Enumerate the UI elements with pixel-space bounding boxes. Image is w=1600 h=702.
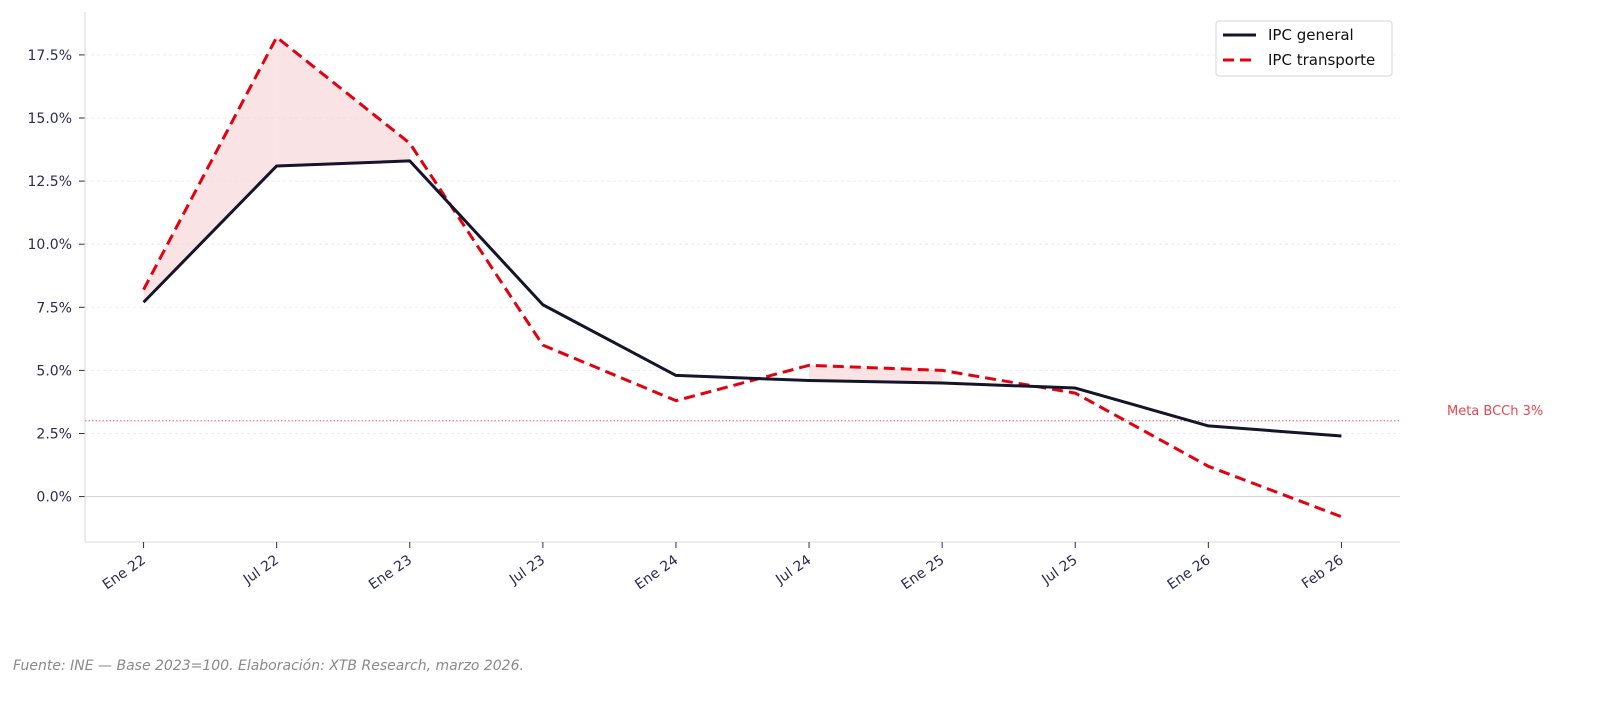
x-tick-label: Ene 26 [1165, 552, 1214, 593]
x-tick-label: Ene 22 [100, 552, 149, 593]
y-tick-label: 15.0% [28, 111, 72, 127]
series-line-ipc-general [142, 159, 1342, 438]
x-tick-label: Ene 23 [366, 552, 415, 593]
legend-label: IPC transporte [1268, 51, 1375, 69]
x-tick-label: Ene 24 [632, 552, 681, 593]
y-tick-label: 0.0% [36, 490, 72, 506]
y-tick-label: 2.5% [36, 426, 72, 442]
reference-line-label: Meta BCCh 3% [1447, 404, 1543, 419]
y-tick-label: 5.0% [36, 363, 72, 379]
fill-between-area [276, 37, 410, 166]
x-tick-label: Feb 26 [1299, 552, 1347, 592]
x-tick-label: Jul 23 [506, 552, 548, 588]
y-tick-label: 10.0% [28, 237, 72, 253]
y-tick-label: 12.5% [28, 174, 72, 190]
x-tick-label: Jul 22 [240, 552, 282, 588]
x-tick-label: Jul 25 [1038, 552, 1080, 588]
x-tick-label: Jul 24 [772, 552, 814, 588]
x-tick-label: Ene 25 [898, 552, 947, 593]
legend-box [1215, 20, 1393, 77]
y-tick-label: 17.5% [28, 48, 72, 64]
footnote: Fuente: INE — Base 2023=100. Elaboración… [13, 658, 524, 674]
legend-label: IPC general [1268, 26, 1354, 44]
series-line-ipc-transporte [142, 35, 1342, 519]
y-tick-label: 7.5% [36, 300, 72, 316]
